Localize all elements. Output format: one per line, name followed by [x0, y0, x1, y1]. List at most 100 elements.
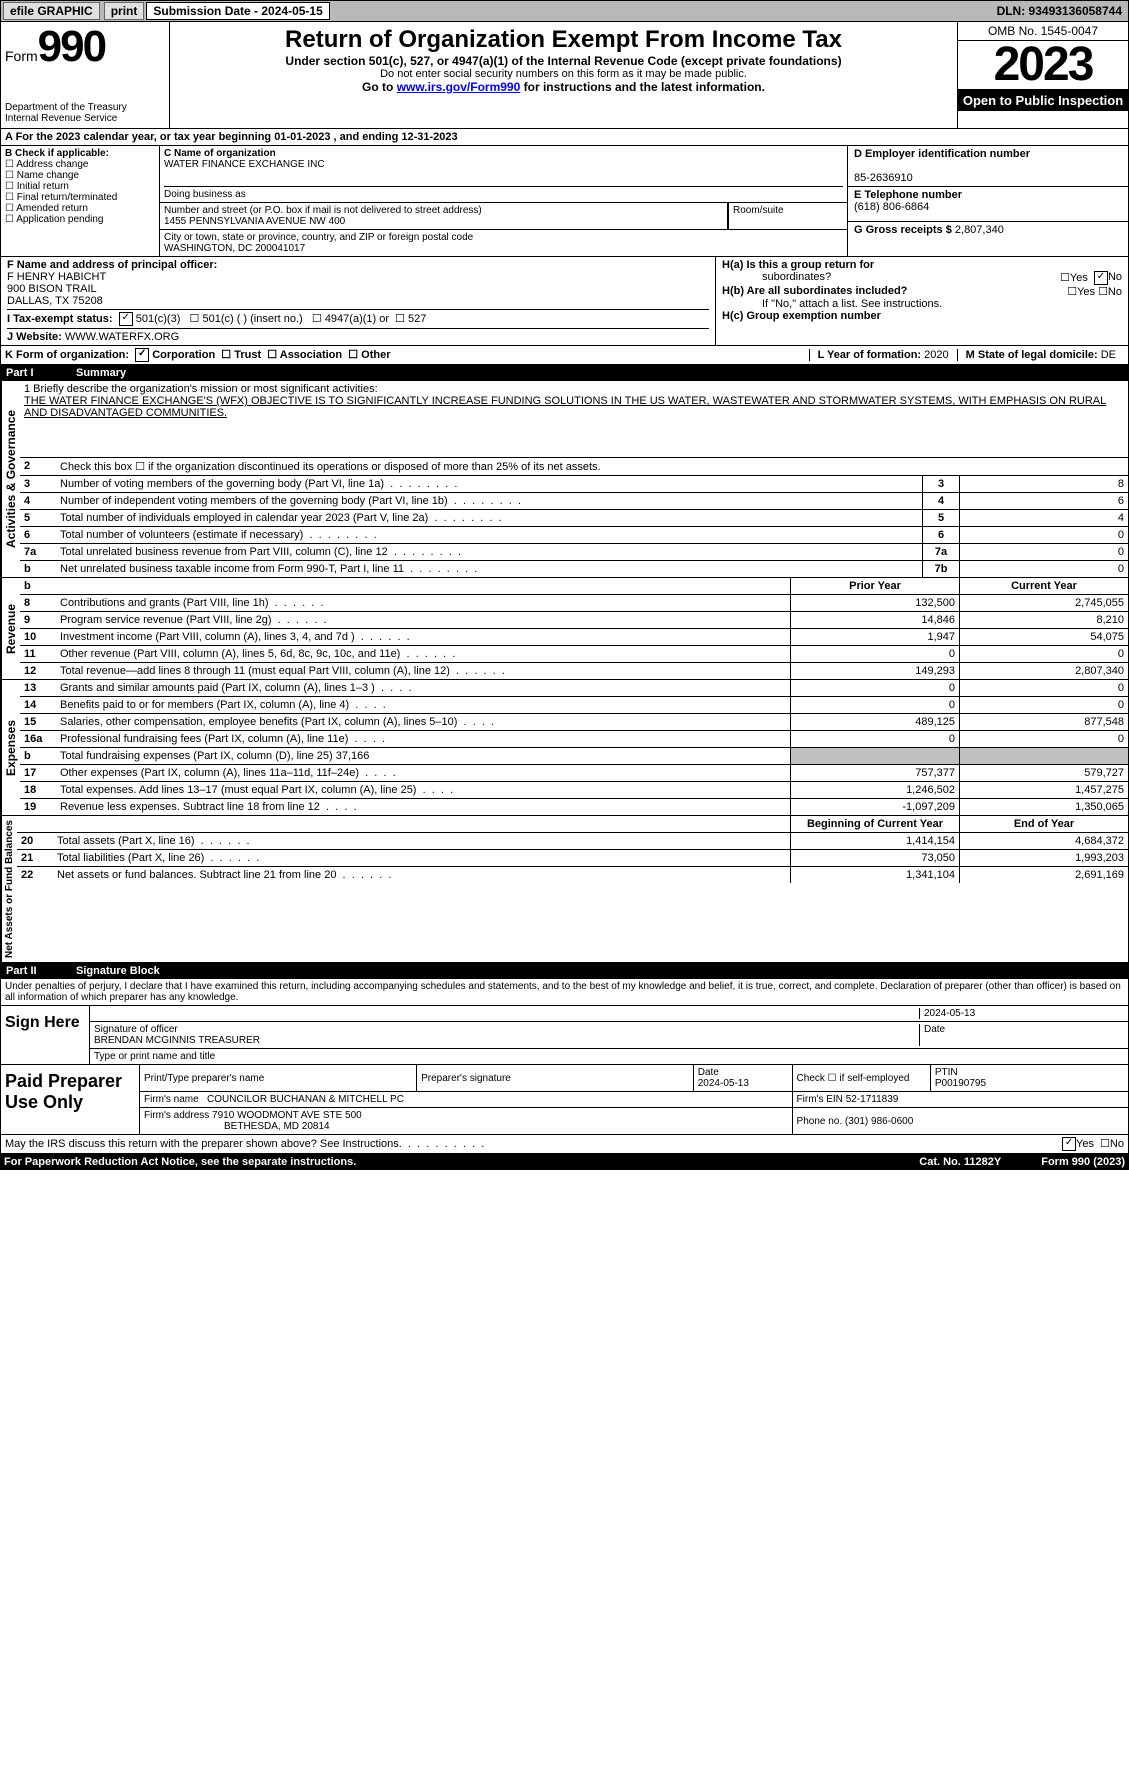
- sign-here-label: Sign Here: [1, 1006, 90, 1064]
- gov-vertical-label: Activities & Governance: [1, 381, 20, 577]
- dba-label: Doing business as: [164, 189, 246, 200]
- gov-row: 3Number of voting members of the governi…: [20, 476, 1128, 493]
- officer-label: F Name and address of principal officer:: [7, 259, 217, 271]
- firm-ein: 52-1711839: [846, 1094, 899, 1105]
- print-button[interactable]: print: [104, 2, 145, 20]
- part-ii-label: Part II: [6, 965, 76, 977]
- netassets-vertical-label: Net Assets or Fund Balances: [1, 816, 17, 962]
- firm-phone: (301) 986-0600: [845, 1116, 913, 1127]
- gov-row: 7aTotal unrelated business revenue from …: [20, 544, 1128, 561]
- firm-addr2: BETHESDA, MD 20814: [144, 1121, 330, 1132]
- current-year-header: Current Year: [959, 578, 1128, 594]
- mission-label: 1 Briefly describe the organization's mi…: [24, 383, 1124, 395]
- expense-row: 19Revenue less expenses. Subtract line 1…: [20, 799, 1128, 815]
- efile-button[interactable]: efile GRAPHIC: [3, 2, 100, 20]
- end-year-header: End of Year: [959, 816, 1128, 832]
- chk-initial[interactable]: ☐ Initial return: [5, 181, 155, 192]
- revenue-row: 12Total revenue—add lines 8 through 11 (…: [20, 663, 1128, 679]
- netassets-row: 20Total assets (Part X, line 16) . . . .…: [17, 833, 1128, 850]
- row-k-label: K Form of organization:: [5, 349, 129, 361]
- discuss-yes[interactable]: ✓: [1062, 1137, 1076, 1151]
- section-fh: F Name and address of principal officer:…: [0, 257, 1129, 346]
- form-label: Form: [5, 48, 38, 64]
- header-left: Form990 Department of the Treasury Inter…: [1, 22, 170, 128]
- ha-no[interactable]: ✓: [1094, 271, 1108, 285]
- gov-row: 2Check this box ☐ if the organization di…: [20, 458, 1128, 476]
- expenses-vertical-label: Expenses: [1, 680, 20, 815]
- gross-label: G Gross receipts $: [854, 224, 955, 236]
- inspection-label: Open to Public Inspection: [958, 90, 1128, 111]
- officer-name: F HENRY HABICHT: [7, 271, 106, 283]
- chk-corp[interactable]: ✓: [135, 348, 149, 362]
- perjury-text: Under penalties of perjury, I declare th…: [1, 979, 1128, 1006]
- gov-row: 5Total number of individuals employed in…: [20, 510, 1128, 527]
- gov-row: 4Number of independent voting members of…: [20, 493, 1128, 510]
- prep-date: 2024-05-13: [698, 1078, 749, 1089]
- header-right: OMB No. 1545-0047 2023 Open to Public In…: [957, 22, 1128, 128]
- expense-row: bTotal fundraising expenses (Part IX, co…: [20, 748, 1128, 765]
- hb-label: H(b) Are all subordinates included?: [722, 285, 907, 297]
- prior-year-header: Prior Year: [790, 578, 959, 594]
- box-c: C Name of organization WATER FINANCE EXC…: [160, 146, 847, 256]
- box-h: H(a) Is this a group return for subordin…: [715, 257, 1128, 345]
- phone-label: E Telephone number: [854, 189, 962, 201]
- netassets-row: 22Net assets or fund balances. Subtract …: [17, 867, 1128, 883]
- footer-cat: Cat. No. 11282Y: [879, 1156, 1041, 1168]
- street-value: 1455 PENNSYLVANIA AVENUE NW 400: [164, 216, 345, 227]
- gov-row: 6Total number of volunteers (estimate if…: [20, 527, 1128, 544]
- firm-name: COUNCILOR BUCHANAN & MITCHELL PC: [207, 1094, 404, 1105]
- sig-officer-label: Signature of officer: [94, 1024, 178, 1035]
- city-label: City or town, state or province, country…: [164, 232, 473, 243]
- room-label: Room/suite: [733, 205, 784, 216]
- footer-right: Form 990 (2023): [1041, 1156, 1125, 1168]
- netassets-section: Net Assets or Fund Balances Beginning of…: [0, 816, 1129, 963]
- chk-501c3[interactable]: ✓: [119, 312, 133, 326]
- form-warning: Do not enter social security numbers on …: [174, 68, 953, 80]
- revenue-section: Revenue b Prior Year Current Year 8Contr…: [0, 578, 1129, 680]
- year-formation-label: L Year of formation:: [818, 349, 925, 361]
- city-value: WASHINGTON, DC 200041017: [164, 243, 305, 254]
- revenue-row: 9Program service revenue (Part VIII, lin…: [20, 612, 1128, 629]
- expense-row: 16aProfessional fundraising fees (Part I…: [20, 731, 1128, 748]
- section-bcd: B Check if applicable: ☐ Address change …: [0, 146, 1129, 257]
- print-name-label: Print/Type preparer's name: [140, 1065, 417, 1092]
- revenue-row: 11Other revenue (Part VIII, column (A), …: [20, 646, 1128, 663]
- dept-label: Department of the Treasury Internal Reve…: [5, 102, 165, 124]
- submission-date: Submission Date - 2024-05-15: [146, 2, 329, 20]
- expense-row: 14Benefits paid to or for members (Part …: [20, 697, 1128, 714]
- chk-pending[interactable]: ☐ Application pending: [5, 214, 155, 225]
- signature-block: Under penalties of perjury, I declare th…: [0, 979, 1129, 1154]
- form-number-value: 990: [38, 22, 105, 71]
- ein-label: D Employer identification number: [854, 148, 1030, 160]
- expenses-section: Expenses 13Grants and similar amounts pa…: [0, 680, 1129, 816]
- box-d: D Employer identification number 85-2636…: [847, 146, 1128, 256]
- expense-row: 17Other expenses (Part IX, column (A), l…: [20, 765, 1128, 782]
- chk-address[interactable]: ☐ Address change: [5, 159, 155, 170]
- self-employed-check[interactable]: Check ☐ if self-employed: [792, 1065, 930, 1092]
- paid-preparer-label: Paid Preparer Use Only: [1, 1065, 140, 1134]
- chk-amended[interactable]: ☐ Amended return: [5, 203, 155, 214]
- expense-row: 15Salaries, other compensation, employee…: [20, 714, 1128, 731]
- part-ii-header: Part II Signature Block: [0, 963, 1129, 979]
- gov-row: bNet unrelated business taxable income f…: [20, 561, 1128, 577]
- form-number: Form990: [5, 22, 165, 72]
- header-center: Return of Organization Exempt From Incom…: [170, 22, 957, 128]
- box-b: B Check if applicable: ☐ Address change …: [1, 146, 160, 256]
- chk-final[interactable]: ☐ Final return/terminated: [5, 192, 155, 203]
- ha-sub: subordinates?: [722, 271, 1060, 285]
- form-header: Form990 Department of the Treasury Inter…: [0, 22, 1129, 129]
- part-i-header: Part I Summary: [0, 365, 1129, 381]
- expense-row: 13Grants and similar amounts paid (Part …: [20, 680, 1128, 697]
- chk-name[interactable]: ☐ Name change: [5, 170, 155, 181]
- gross-value: 2,807,340: [955, 224, 1004, 236]
- org-name-label: C Name of organization: [164, 148, 276, 159]
- phone-value: (618) 806-6864: [854, 201, 929, 213]
- officer-name-title: BRENDAN MCGINNIS TREASURER: [94, 1035, 260, 1046]
- goto-line: Go to www.irs.gov/Form990 for instructio…: [174, 80, 953, 94]
- part-ii-title: Signature Block: [76, 965, 160, 977]
- revenue-row: 8Contributions and grants (Part VIII, li…: [20, 595, 1128, 612]
- date-label: Date: [919, 1024, 1124, 1046]
- domicile: DE: [1101, 349, 1116, 361]
- row-a-taxyear: A For the 2023 calendar year, or tax yea…: [0, 129, 1129, 146]
- irs-link[interactable]: www.irs.gov/Form990: [397, 80, 521, 94]
